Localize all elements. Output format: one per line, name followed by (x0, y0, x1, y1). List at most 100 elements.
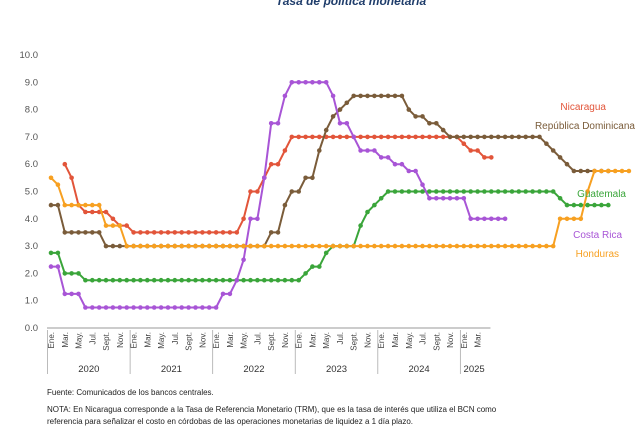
data-point (475, 243, 480, 249)
data-point (124, 277, 129, 283)
data-point (179, 230, 184, 235)
data-point (248, 189, 253, 194)
data-point (186, 305, 191, 310)
data-point (475, 134, 480, 140)
data-point (262, 277, 267, 283)
x-tick-label: Nov. (446, 332, 455, 348)
series-line (50, 170, 629, 248)
series-república-dominicana (48, 93, 611, 249)
data-point (172, 243, 178, 249)
data-point (90, 277, 95, 283)
data-point (378, 134, 384, 140)
x-tick-label: Nov. (116, 332, 125, 348)
data-point (434, 196, 439, 201)
data-point (461, 134, 467, 140)
data-point (406, 107, 412, 112)
data-point (110, 243, 116, 249)
data-point (323, 243, 329, 249)
data-point (530, 189, 535, 194)
data-point (317, 243, 322, 249)
y-tick-label: 10.0 (20, 50, 39, 61)
x-year-label: 2021 (161, 364, 182, 375)
data-point (268, 121, 274, 126)
data-point (138, 277, 143, 283)
data-point (145, 277, 150, 283)
data-point (220, 230, 226, 235)
x-year-label: 2020 (78, 364, 99, 375)
data-point (69, 271, 74, 276)
data-point (296, 243, 302, 249)
data-point (262, 243, 267, 249)
data-point (420, 243, 425, 249)
source-note: Fuente: Comunicados de los bancos centra… (47, 388, 214, 397)
data-point (103, 243, 109, 249)
data-point (227, 230, 233, 235)
data-point (179, 277, 184, 283)
x-year-label: 2024 (409, 364, 430, 375)
data-point (544, 243, 549, 249)
data-point (103, 277, 109, 283)
data-point (550, 243, 556, 249)
data-point (110, 305, 116, 310)
data-point (544, 141, 549, 146)
data-point (48, 202, 54, 208)
data-point (289, 189, 295, 194)
data-point (440, 127, 446, 133)
x-tick-label: Mar. (308, 332, 317, 348)
data-point (550, 189, 556, 194)
data-point (523, 189, 528, 194)
data-point (83, 305, 88, 310)
data-point (406, 189, 412, 194)
data-point (606, 202, 611, 208)
data-point (413, 168, 418, 174)
data-point (564, 161, 570, 167)
data-point (289, 80, 295, 85)
x-tick-label: Sept. (350, 332, 359, 351)
data-point (275, 277, 281, 283)
y-tick-label: 7.0 (25, 132, 38, 143)
data-point (351, 243, 357, 249)
data-point (461, 189, 467, 194)
data-point (282, 93, 288, 99)
data-point (69, 230, 74, 235)
data-point (365, 148, 370, 153)
data-point (227, 243, 233, 249)
series-label-honduras: Honduras (576, 249, 619, 260)
data-point (165, 277, 171, 283)
data-point (516, 243, 522, 249)
data-point (145, 230, 150, 235)
data-point (317, 264, 322, 269)
data-point (537, 189, 542, 194)
data-point (296, 189, 302, 194)
x-tick-label: May. (405, 332, 414, 349)
data-point (158, 230, 164, 235)
data-point (330, 243, 336, 249)
series-guatemala (48, 189, 611, 283)
data-point (206, 243, 212, 249)
data-point (55, 202, 61, 208)
data-point (502, 243, 508, 249)
data-point (399, 243, 405, 249)
data-point (48, 264, 54, 269)
data-point (282, 243, 288, 249)
data-point (96, 230, 102, 235)
data-point (145, 243, 150, 249)
data-point (385, 243, 391, 249)
x-tick-label: May. (322, 332, 331, 349)
x-tick-label: Ene. (460, 332, 469, 348)
data-point (296, 277, 302, 283)
data-point (303, 243, 308, 249)
data-point (138, 305, 143, 310)
footnote-line-2: referencia para señalizar el costo en có… (47, 417, 413, 426)
data-point (289, 243, 295, 249)
data-point (468, 189, 474, 194)
data-point (317, 80, 322, 85)
data-point (378, 243, 384, 249)
y-tick-label: 4.0 (25, 214, 38, 225)
data-point (248, 277, 253, 283)
data-point (138, 230, 143, 235)
data-point (268, 277, 274, 283)
data-point (255, 277, 260, 283)
data-point (599, 168, 604, 174)
data-point (323, 250, 329, 256)
